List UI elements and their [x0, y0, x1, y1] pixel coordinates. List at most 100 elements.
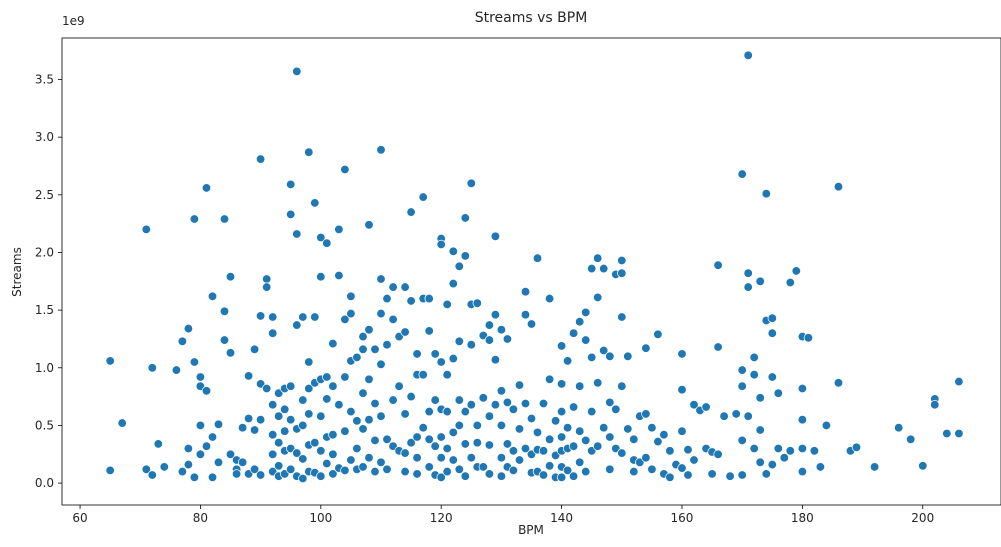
- data-point: [496, 471, 507, 481]
- data-point: [556, 472, 567, 482]
- data-point: [292, 320, 302, 330]
- data-point: [701, 402, 711, 412]
- data-point: [448, 246, 458, 256]
- data-point: [376, 359, 386, 369]
- data-point: [755, 457, 765, 467]
- data-point: [310, 198, 320, 208]
- data-point: [737, 365, 747, 375]
- data-point: [370, 344, 380, 354]
- data-point: [593, 253, 603, 263]
- data-point: [641, 343, 651, 353]
- data-point: [556, 341, 567, 351]
- data-point: [189, 357, 200, 367]
- data-point: [225, 449, 236, 459]
- data-point: [683, 445, 693, 455]
- data-point: [677, 463, 687, 473]
- data-point: [581, 435, 591, 446]
- data-point: [358, 424, 368, 434]
- data-point: [520, 310, 531, 320]
- data-point: [484, 469, 495, 479]
- data-point: [352, 443, 362, 454]
- data-point: [490, 231, 501, 241]
- data-point: [268, 328, 278, 338]
- data-point: [689, 455, 699, 465]
- data-point: [568, 328, 579, 338]
- y-axis-ticks: 0.0 0.5 1.0 1.5 2.0 2.5 3.0 3.5: [35, 73, 62, 490]
- data-point: [930, 400, 940, 410]
- data-point: [334, 270, 344, 281]
- y-tick-label: 0.0: [35, 476, 54, 490]
- data-point: [918, 461, 928, 471]
- data-point: [430, 395, 440, 405]
- data-point: [418, 192, 428, 202]
- data-point: [544, 461, 555, 471]
- data-point: [316, 272, 326, 282]
- data-point: [737, 381, 747, 391]
- data-point: [298, 395, 308, 405]
- data-point: [605, 432, 615, 442]
- y-tick-label: 3.5: [35, 73, 54, 87]
- data-point: [568, 441, 579, 451]
- data-point: [382, 464, 392, 474]
- data-point: [268, 312, 278, 322]
- data-point: [737, 435, 747, 446]
- data-point: [412, 432, 422, 442]
- data-point: [538, 398, 549, 409]
- data-point: [954, 376, 964, 387]
- data-point: [466, 453, 476, 463]
- data-point: [159, 462, 169, 472]
- data-point: [725, 471, 735, 481]
- data-point: [544, 434, 555, 444]
- data-point: [653, 329, 663, 339]
- y-tick-label: 1.0: [35, 361, 54, 375]
- data-point: [707, 469, 717, 479]
- data-point: [460, 439, 470, 449]
- data-point: [346, 406, 356, 417]
- data-point: [436, 472, 446, 482]
- data-point: [105, 465, 115, 476]
- data-point: [195, 372, 206, 382]
- data-point: [153, 439, 163, 449]
- data-point: [249, 425, 260, 435]
- data-point: [340, 465, 350, 476]
- data-point: [376, 308, 386, 319]
- data-point: [761, 189, 771, 199]
- data-point: [562, 423, 573, 433]
- data-point: [340, 372, 350, 382]
- data-point: [388, 395, 398, 405]
- data-point: [406, 207, 416, 217]
- data-point: [454, 261, 464, 271]
- data-point: [141, 224, 151, 235]
- data-point: [575, 457, 585, 467]
- data-point: [334, 400, 344, 410]
- data-point: [749, 370, 759, 380]
- data-point: [821, 420, 832, 431]
- data-point: [412, 469, 422, 479]
- data-point: [550, 416, 561, 426]
- data-point: [147, 470, 157, 480]
- data-point: [328, 338, 338, 349]
- data-point: [189, 472, 200, 482]
- data-point: [502, 397, 513, 408]
- data-point: [298, 473, 308, 484]
- data-point: [340, 314, 350, 325]
- data-point: [442, 299, 452, 310]
- data-point: [593, 378, 603, 388]
- data-point: [436, 453, 446, 463]
- data-point: [599, 263, 609, 274]
- data-point: [382, 434, 392, 444]
- data-point: [532, 427, 543, 438]
- data-point: [255, 311, 266, 321]
- data-point: [629, 466, 639, 477]
- data-point: [219, 335, 230, 345]
- data-point: [496, 420, 507, 431]
- data-point: [268, 430, 278, 440]
- data-point: [328, 469, 338, 479]
- data-point: [508, 465, 519, 476]
- data-point: [833, 378, 844, 388]
- y-tick-label: 2.5: [35, 188, 54, 202]
- data-point: [388, 314, 398, 325]
- data-point: [520, 287, 531, 297]
- data-point: [791, 266, 801, 276]
- data-point: [400, 466, 410, 477]
